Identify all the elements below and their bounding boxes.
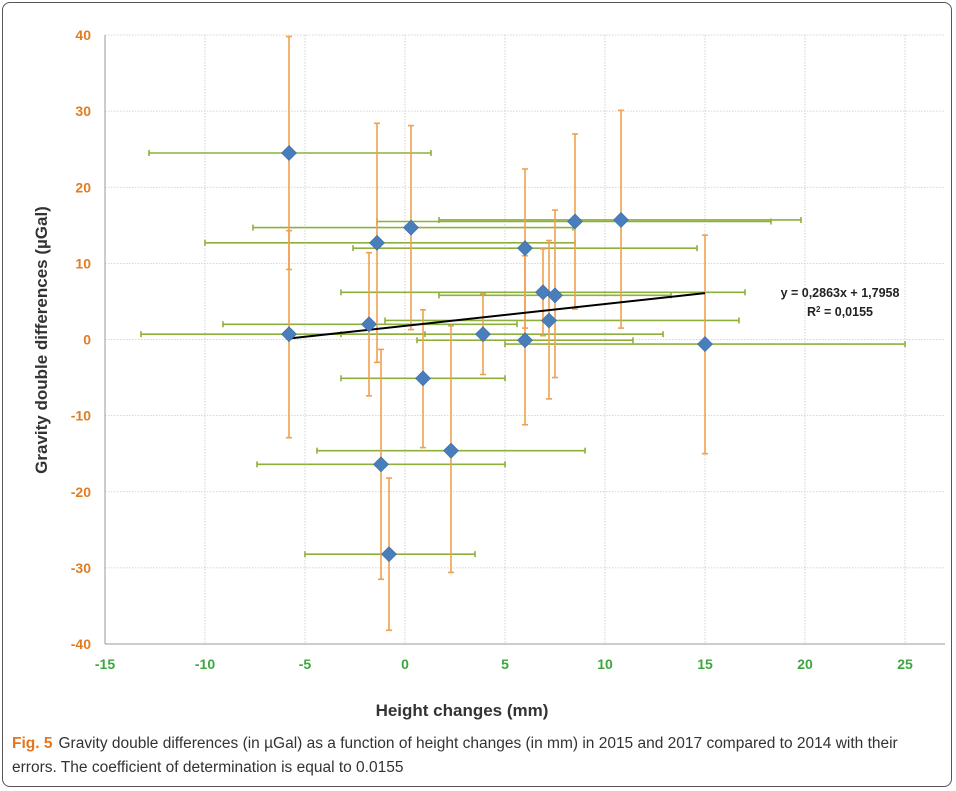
data-point-marker — [567, 213, 583, 230]
x-tick-label: 5 — [501, 656, 509, 672]
scatter-chart: -15 -10 -5 0 5 10 15 20 25-40-30-20-10010203040 … — [32, 27, 945, 720]
x-error-bar — [204, 239, 576, 246]
trendline — [288, 292, 706, 340]
data-point-marker — [475, 326, 491, 343]
data-point-marker — [281, 326, 297, 343]
data-point-marker — [535, 284, 551, 301]
x-tick-label: 20 — [797, 656, 813, 672]
x-error-bar — [384, 317, 740, 324]
data-point-marker — [369, 234, 385, 251]
data-point-marker — [361, 316, 377, 333]
data-points — [281, 145, 713, 563]
x-tick-label: 25 — [897, 656, 913, 672]
r-squared-label: R2 = 0,0155 — [807, 305, 873, 320]
data-point-marker — [381, 546, 397, 563]
figure-caption: Fig. 5 Gravity double differences (in µGa… — [12, 732, 942, 780]
y-tick-label: 10 — [75, 255, 91, 271]
x-tick-label: -10 — [195, 656, 215, 672]
data-point-marker — [281, 145, 297, 161]
data-point-marker — [517, 332, 533, 349]
y-tick-label: -10 — [71, 408, 91, 424]
x-tick-label: 10 — [597, 656, 613, 672]
r2-superscript: 2 — [816, 305, 821, 314]
r2-value: = 0,0155 — [821, 305, 874, 319]
x-tick-label: -15 — [95, 656, 115, 672]
x-axis-label: Height changes (mm) — [376, 701, 549, 720]
y-tick-label: -20 — [71, 484, 91, 500]
y-tick-label: -30 — [71, 560, 91, 576]
r2-prefix: R — [807, 305, 816, 319]
data-point-marker — [373, 456, 389, 473]
x-tick-label: -5 — [299, 656, 312, 672]
y-tick-label: 30 — [75, 103, 91, 119]
caption-label: Fig. 5 — [12, 735, 53, 752]
trendline-group — [288, 292, 706, 340]
data-point-marker — [415, 370, 431, 387]
x-tick-label: 0 — [401, 656, 409, 672]
caption-text: Gravity double differences (in µGal) as … — [12, 735, 898, 776]
data-point-marker — [613, 212, 629, 228]
y-axis-label: Gravity double differences (µGal) — [32, 206, 51, 474]
data-point-marker — [547, 287, 563, 304]
data-point-marker — [443, 442, 459, 459]
x-error-bars — [140, 149, 906, 558]
x-tick-label: 15 — [697, 656, 713, 672]
data-point-marker — [697, 336, 713, 352]
x-error-bar — [340, 331, 664, 338]
data-point-marker — [541, 312, 557, 329]
y-tick-label: 40 — [75, 27, 91, 43]
y-tick-label: 20 — [75, 179, 91, 195]
data-point-marker — [517, 240, 533, 257]
y-tick-label: -40 — [71, 636, 91, 652]
tick-labels: -15 -10 -5 0 5 10 15 20 25 -40 -30 -20 -10 0 10 20 30 40 — [71, 27, 913, 672]
y-tick-label: 0 — [83, 332, 91, 348]
axes — [104, 35, 945, 645]
trendline-equation: y = 0,2863x + 1,7958 — [781, 286, 900, 300]
data-point-marker — [403, 219, 419, 236]
